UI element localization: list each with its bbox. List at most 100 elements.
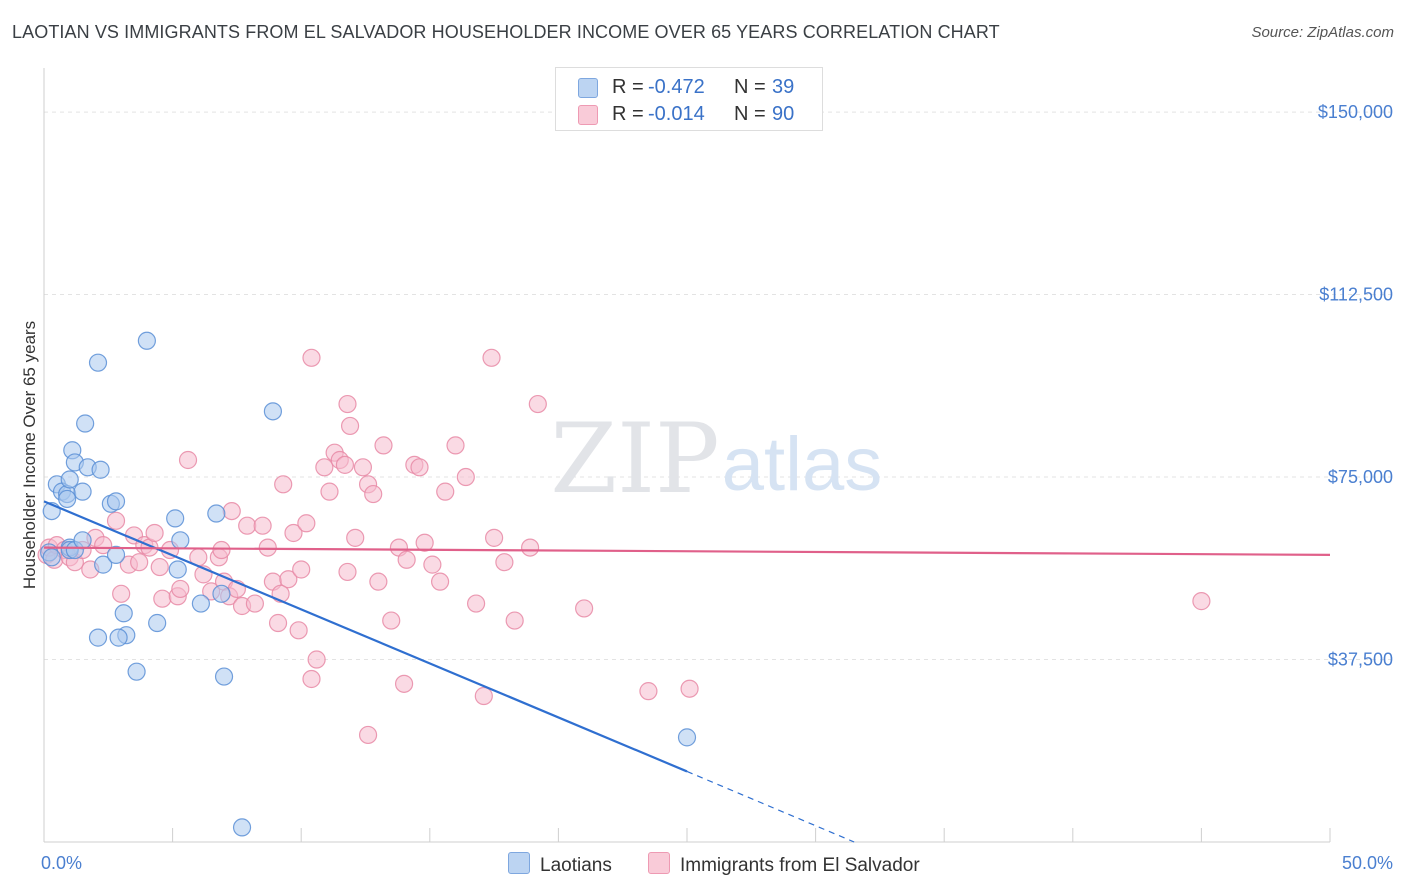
laotian-point bbox=[94, 555, 113, 574]
el-salvador-point bbox=[446, 436, 465, 455]
el-salvador-point bbox=[338, 562, 357, 582]
legend-swatch-blue bbox=[578, 78, 598, 98]
el-salvador-point bbox=[364, 484, 383, 504]
laotian-point bbox=[42, 548, 61, 567]
laotian-point bbox=[60, 470, 79, 489]
laotian-point bbox=[58, 489, 77, 509]
el-salvador-point bbox=[382, 611, 401, 630]
el-salvador-point bbox=[482, 348, 501, 367]
series-laotians bbox=[40, 331, 697, 837]
legend-n-value: 90 bbox=[772, 103, 795, 125]
el-salvador-point bbox=[178, 450, 198, 470]
el-salvador-point bbox=[289, 621, 308, 640]
el-salvador-point bbox=[430, 572, 450, 591]
laotian-point bbox=[114, 604, 133, 623]
bottom-legend-laotians: Laotians bbox=[508, 852, 612, 877]
legend-n-value: 39 bbox=[772, 76, 795, 98]
el-salvador-point bbox=[274, 475, 293, 494]
el-salvador-trend-line bbox=[43, 546, 1331, 556]
legend-r-value: -0.014 bbox=[648, 103, 705, 125]
laotian-point bbox=[73, 531, 92, 550]
el-salvador-point bbox=[528, 394, 547, 414]
el-salvador-point bbox=[394, 674, 414, 693]
el-salvador-point bbox=[258, 538, 277, 557]
el-salvador-point bbox=[369, 572, 388, 591]
y-tick-label: $150,000 bbox=[1318, 102, 1393, 122]
bottom-legend-swatch-blue bbox=[508, 852, 530, 874]
el-salvador-point bbox=[222, 501, 241, 521]
legend-swatch-pink bbox=[578, 105, 598, 125]
el-salvador-point bbox=[320, 482, 339, 501]
legend-r-value: -0.472 bbox=[648, 76, 705, 98]
el-salvador-point bbox=[521, 538, 540, 557]
el-salvador-point bbox=[340, 416, 360, 436]
el-salvador-point bbox=[456, 467, 475, 487]
el-salvador-point bbox=[112, 584, 131, 603]
bottom-legend-label: Laotians bbox=[540, 855, 612, 876]
x-tick-label: 50.0% bbox=[1342, 853, 1393, 873]
laotian-point bbox=[207, 504, 226, 523]
laotians-trend-line bbox=[43, 500, 688, 773]
el-salvador-point bbox=[297, 514, 316, 533]
laotian-point bbox=[168, 560, 187, 579]
el-salvador-point bbox=[338, 394, 357, 414]
y-tick-label: $37,500 bbox=[1328, 650, 1393, 670]
laotian-point bbox=[106, 492, 126, 511]
laotian-point bbox=[263, 402, 283, 421]
el-salvador-point bbox=[335, 455, 355, 474]
laotian-point bbox=[109, 628, 128, 647]
laotian-point bbox=[191, 594, 210, 613]
stats-legend: R = -0.472 N = 39 R = -0.014 N = 90 bbox=[555, 67, 823, 131]
y-tick-label: $112,500 bbox=[1319, 285, 1393, 305]
el-salvador-point bbox=[212, 540, 231, 560]
x-tick-labels: 0.0% 50.0% bbox=[41, 853, 1393, 873]
el-salvador-point bbox=[410, 458, 429, 477]
laotian-point bbox=[91, 460, 110, 479]
el-salvador-point bbox=[346, 528, 365, 547]
legend-r-label: R = bbox=[612, 103, 644, 125]
el-salvador-point bbox=[302, 348, 321, 367]
el-salvador-point bbox=[680, 679, 699, 698]
el-salvador-point bbox=[474, 686, 493, 706]
el-salvador-point bbox=[279, 570, 298, 589]
x-tick-label: 0.0% bbox=[41, 853, 82, 873]
el-salvador-point bbox=[145, 523, 164, 543]
y-tick-label: $75,000 bbox=[1328, 467, 1393, 487]
el-salvador-point bbox=[284, 523, 303, 543]
laotian-point bbox=[73, 482, 92, 501]
laotian-point bbox=[677, 728, 697, 747]
el-salvador-point bbox=[268, 613, 288, 633]
laotian-point bbox=[148, 613, 167, 633]
el-salvador-point bbox=[94, 536, 113, 555]
watermark-zip: ZIP bbox=[550, 403, 719, 515]
y-tick-labels: $37,500 $75,000 $112,500 $150,000 bbox=[1318, 102, 1393, 669]
gridlines bbox=[44, 111, 1392, 661]
el-salvador-point bbox=[639, 682, 658, 701]
y-axis-label: Householder Income Over 65 years bbox=[20, 321, 39, 589]
laotian-point bbox=[76, 414, 95, 433]
el-salvador-point bbox=[307, 650, 326, 669]
el-salvador-point bbox=[358, 725, 378, 745]
el-salvador-point bbox=[292, 560, 311, 579]
el-salvador-point bbox=[150, 557, 169, 577]
laotian-point bbox=[171, 531, 190, 550]
el-salvador-point bbox=[495, 553, 514, 572]
el-salvador-point bbox=[253, 516, 272, 535]
el-salvador-point bbox=[315, 458, 334, 477]
laotian-point bbox=[137, 331, 156, 350]
el-salvador-point bbox=[436, 482, 455, 501]
legend-n-label: N = bbox=[734, 103, 766, 125]
el-salvador-point bbox=[238, 516, 257, 535]
trend-lines bbox=[43, 500, 1331, 843]
bottom-legend-label: Immigrants from El Salvador bbox=[680, 855, 920, 876]
chart-title: LAOTIAN VS IMMIGRANTS FROM EL SALVADOR H… bbox=[12, 22, 1000, 42]
el-salvador-point bbox=[466, 594, 486, 613]
el-salvador-point bbox=[485, 528, 504, 547]
el-salvador-point bbox=[423, 555, 442, 574]
laotian-point bbox=[214, 667, 234, 686]
el-salvador-point bbox=[415, 533, 434, 552]
el-salvador-point bbox=[505, 611, 524, 630]
bottom-legend-el-salvador: Immigrants from El Salvador bbox=[648, 852, 920, 877]
axes bbox=[43, 68, 1331, 843]
